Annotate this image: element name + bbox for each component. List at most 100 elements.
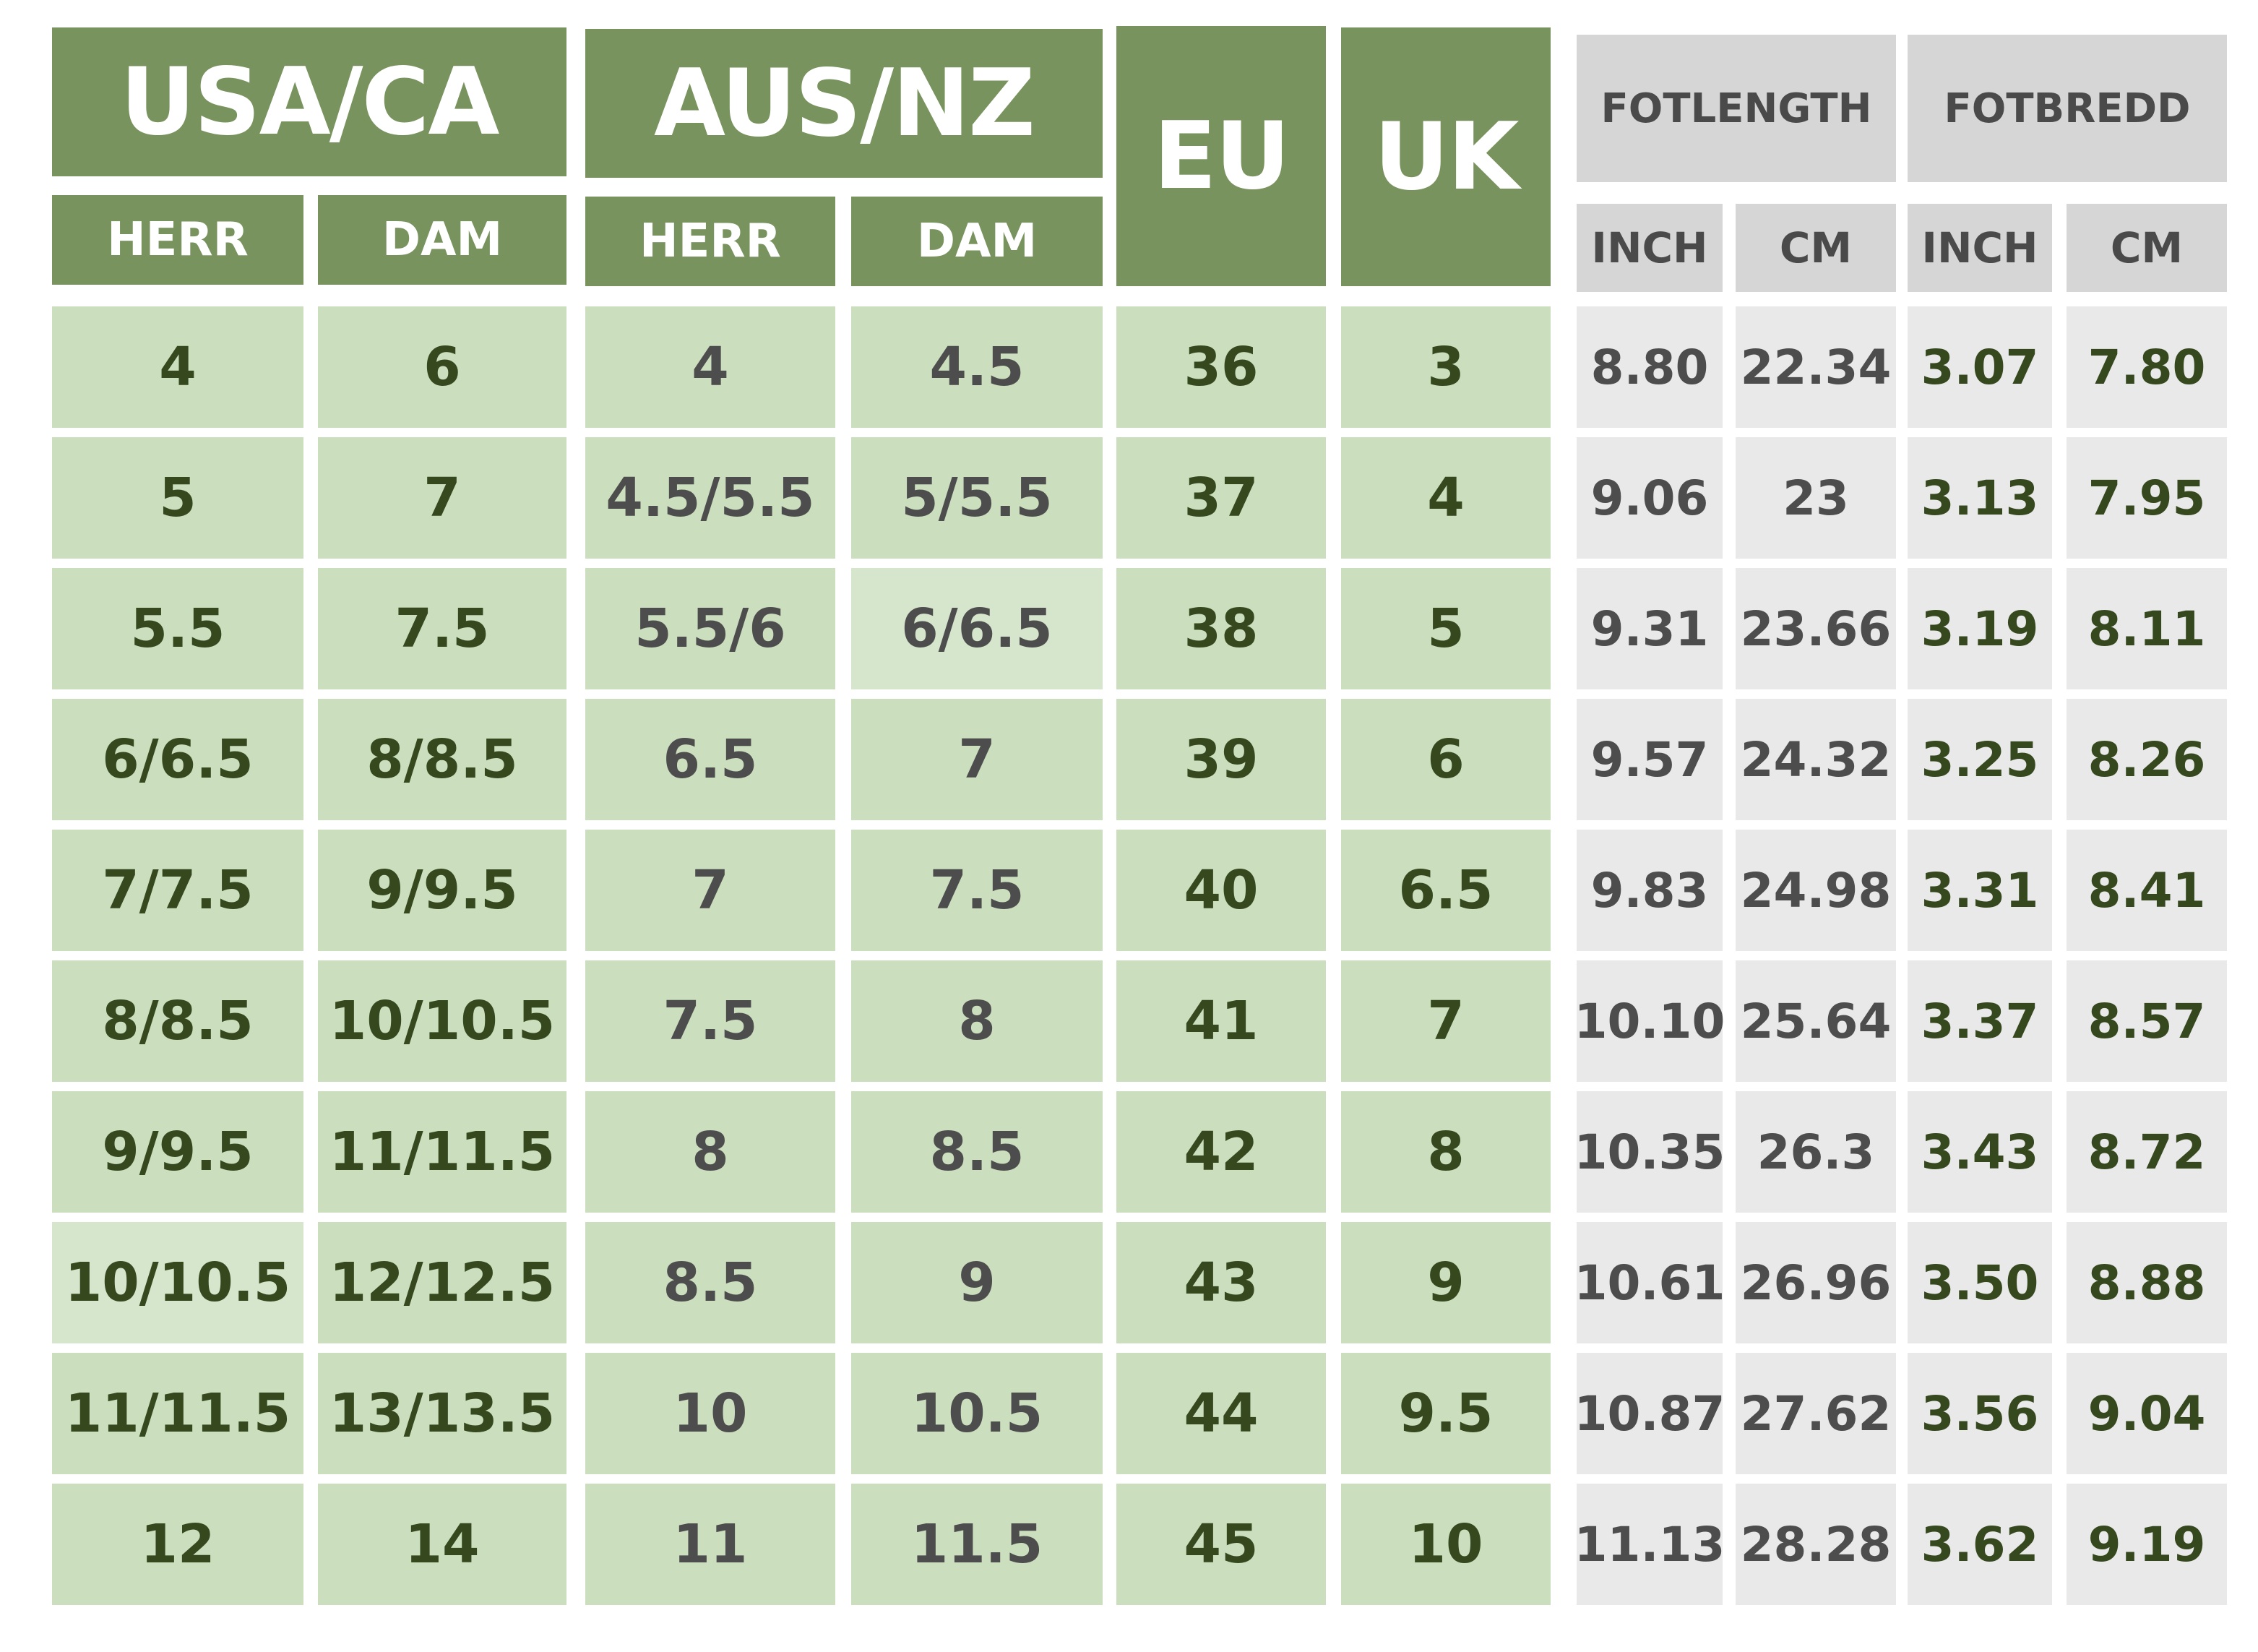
cell-uk: 7 bbox=[1341, 960, 1551, 1082]
cell-len-inch: 9.06 bbox=[1577, 437, 1723, 559]
cell-wid-inch: 3.25 bbox=[1908, 699, 2052, 820]
cell-aus-dam: 8.5 bbox=[851, 1091, 1103, 1213]
cell-uk: 8 bbox=[1341, 1091, 1551, 1213]
cell-aus-dam: 10.5 bbox=[851, 1353, 1103, 1474]
cell-wid-inch: 3.37 bbox=[1908, 960, 2052, 1082]
cell-usa-dam: 10/10.5 bbox=[318, 960, 566, 1082]
cell-usa-herr: 5.5 bbox=[52, 568, 303, 689]
cell-eu: 40 bbox=[1116, 830, 1326, 951]
cell-uk: 10 bbox=[1341, 1484, 1551, 1605]
header-wid-cm: CM bbox=[2067, 204, 2227, 292]
cell-eu: 41 bbox=[1116, 960, 1326, 1082]
cell-len-cm: 23.66 bbox=[1736, 568, 1896, 689]
cell-len-inch: 11.13 bbox=[1574, 1484, 1725, 1605]
header-aus-nz: AUS/NZ bbox=[585, 29, 1103, 178]
cell-aus-herr: 4 bbox=[585, 306, 835, 428]
cell-wid-cm: 8.57 bbox=[2067, 960, 2227, 1082]
cell-len-cm: 26.3 bbox=[1736, 1091, 1896, 1213]
cell-wid-cm: 9.19 bbox=[2067, 1484, 2227, 1605]
header-len-cm: CM bbox=[1736, 204, 1896, 292]
cell-len-inch: 9.57 bbox=[1577, 699, 1723, 820]
cell-usa-dam: 8/8.5 bbox=[318, 699, 566, 820]
cell-usa-herr: 8/8.5 bbox=[52, 960, 303, 1082]
cell-len-inch: 9.83 bbox=[1577, 830, 1723, 951]
cell-usa-dam: 14 bbox=[318, 1484, 566, 1605]
cell-aus-herr: 8 bbox=[585, 1091, 835, 1213]
cell-eu: 37 bbox=[1116, 437, 1326, 559]
cell-usa-herr: 11/11.5 bbox=[52, 1353, 303, 1474]
cell-aus-dam: 11.5 bbox=[851, 1484, 1103, 1605]
cell-usa-herr: 6/6.5 bbox=[52, 699, 303, 820]
cell-aus-herr: 8.5 bbox=[585, 1222, 835, 1343]
cell-usa-herr: 5 bbox=[52, 437, 303, 559]
cell-usa-dam: 6 bbox=[318, 306, 566, 428]
cell-eu: 45 bbox=[1116, 1484, 1326, 1605]
cell-wid-inch: 3.56 bbox=[1908, 1353, 2052, 1474]
cell-usa-dam: 7.5 bbox=[318, 568, 566, 689]
cell-wid-cm: 8.88 bbox=[2067, 1222, 2227, 1343]
cell-usa-herr: 9/9.5 bbox=[52, 1091, 303, 1213]
cell-wid-inch: 3.07 bbox=[1908, 306, 2052, 428]
cell-uk: 9 bbox=[1341, 1222, 1551, 1343]
header-fotlength: FOTLENGTH bbox=[1577, 35, 1896, 182]
cell-aus-dam: 8 bbox=[851, 960, 1103, 1082]
cell-wid-inch: 3.19 bbox=[1908, 568, 2052, 689]
cell-len-cm: 24.32 bbox=[1736, 699, 1896, 820]
cell-len-cm: 24.98 bbox=[1736, 830, 1896, 951]
cell-aus-dam: 5/5.5 bbox=[851, 437, 1103, 559]
cell-wid-cm: 7.80 bbox=[2067, 306, 2227, 428]
cell-aus-dam: 7.5 bbox=[851, 830, 1103, 951]
cell-wid-cm: 8.11 bbox=[2067, 568, 2227, 689]
cell-uk: 6.5 bbox=[1341, 830, 1551, 951]
cell-eu: 42 bbox=[1116, 1091, 1326, 1213]
cell-aus-herr: 10 bbox=[585, 1353, 835, 1474]
cell-eu: 44 bbox=[1116, 1353, 1326, 1474]
cell-wid-cm: 8.26 bbox=[2067, 699, 2227, 820]
cell-len-cm: 26.96 bbox=[1736, 1222, 1896, 1343]
cell-len-inch: 10.35 bbox=[1574, 1091, 1725, 1213]
cell-aus-herr: 6.5 bbox=[585, 699, 835, 820]
cell-usa-dam: 13/13.5 bbox=[318, 1353, 566, 1474]
cell-aus-dam: 4.5 bbox=[851, 306, 1103, 428]
cell-wid-inch: 3.43 bbox=[1908, 1091, 2052, 1213]
header-usa-dam: DAM bbox=[318, 195, 566, 285]
cell-usa-herr: 7/7.5 bbox=[52, 830, 303, 951]
cell-usa-herr: 10/10.5 bbox=[52, 1222, 303, 1343]
cell-usa-dam: 11/11.5 bbox=[318, 1091, 566, 1213]
cell-aus-dam: 7 bbox=[851, 699, 1103, 820]
header-aus-dam: DAM bbox=[851, 197, 1103, 286]
cell-aus-herr: 7 bbox=[585, 830, 835, 951]
cell-aus-dam: 9 bbox=[851, 1222, 1103, 1343]
cell-usa-dam: 12/12.5 bbox=[318, 1222, 566, 1343]
cell-wid-inch: 3.62 bbox=[1908, 1484, 2052, 1605]
cell-len-inch: 10.10 bbox=[1574, 960, 1725, 1082]
cell-aus-herr: 7.5 bbox=[585, 960, 835, 1082]
cell-uk: 5 bbox=[1341, 568, 1551, 689]
cell-len-cm: 23 bbox=[1736, 437, 1896, 559]
cell-len-inch: 8.80 bbox=[1577, 306, 1723, 428]
cell-eu: 38 bbox=[1116, 568, 1326, 689]
cell-uk: 9.5 bbox=[1341, 1353, 1551, 1474]
cell-wid-cm: 8.41 bbox=[2067, 830, 2227, 951]
cell-wid-cm: 7.95 bbox=[2067, 437, 2227, 559]
cell-usa-dam: 9/9.5 bbox=[318, 830, 566, 951]
cell-eu: 36 bbox=[1116, 306, 1326, 428]
cell-eu: 43 bbox=[1116, 1222, 1326, 1343]
cell-wid-inch: 3.31 bbox=[1908, 830, 2052, 951]
cell-wid-inch: 3.13 bbox=[1908, 437, 2052, 559]
header-eu: EU bbox=[1116, 26, 1326, 286]
cell-usa-herr: 4 bbox=[52, 306, 303, 428]
header-len-inch: INCH bbox=[1577, 204, 1723, 292]
header-wid-inch: INCH bbox=[1908, 204, 2052, 292]
cell-len-inch: 9.31 bbox=[1577, 568, 1723, 689]
header-aus-herr: HERR bbox=[585, 197, 835, 286]
header-usa-herr: HERR bbox=[52, 195, 303, 285]
cell-wid-cm: 8.72 bbox=[2067, 1091, 2227, 1213]
cell-len-inch: 10.61 bbox=[1574, 1222, 1725, 1343]
header-uk: UK bbox=[1341, 27, 1551, 286]
cell-eu: 39 bbox=[1116, 699, 1326, 820]
cell-aus-herr: 5.5/6 bbox=[585, 568, 835, 689]
cell-len-cm: 22.34 bbox=[1736, 306, 1896, 428]
cell-len-cm: 25.64 bbox=[1736, 960, 1896, 1082]
cell-wid-inch: 3.50 bbox=[1908, 1222, 2052, 1343]
